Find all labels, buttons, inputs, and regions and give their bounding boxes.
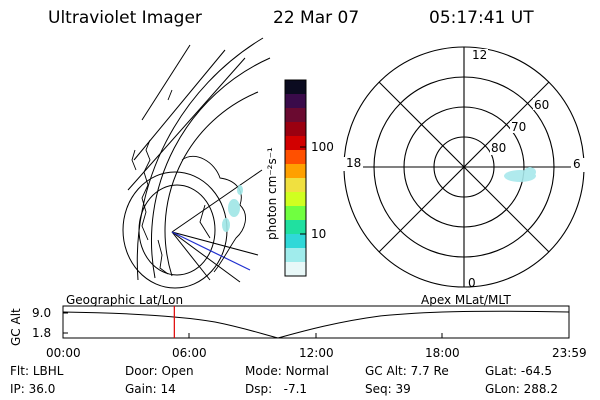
colorbar-segment: [285, 220, 306, 235]
orbit-altitude-curve: [62, 310, 570, 339]
y-tick-9: 9.0: [32, 306, 52, 320]
colorbar-segment: [285, 136, 306, 151]
mode-field: Mode: Normal: [245, 364, 329, 378]
polar-aurora: [504, 170, 536, 182]
map-meridian: [171, 231, 259, 256]
map-coastline: [199, 204, 211, 239]
map-meridian: [141, 44, 191, 121]
colorbar-segment: [285, 234, 306, 249]
map-lat-circle: [136, 37, 264, 281]
apex-caption: Apex MLat/MLT: [421, 293, 511, 307]
time-label: 05:17:41 UT: [429, 8, 534, 28]
colorbar-segment: [285, 248, 306, 263]
colorbar-segment: [285, 80, 306, 95]
app-title: Ultraviolet Imager: [48, 8, 202, 28]
lat-label-60: 60: [534, 98, 549, 112]
glat-field: GLat: -64.5: [485, 364, 552, 378]
map-meridian: [171, 231, 211, 281]
map-satellite-track: [171, 231, 251, 271]
map-lat-circle: [164, 91, 259, 277]
map-inner-ring: [122, 171, 228, 289]
lat-label-80: 80: [491, 141, 506, 155]
x-tick-label: 12:00: [299, 346, 334, 360]
mlt-label-top: 12: [472, 48, 487, 62]
glon-field: GLon: 288.2: [485, 382, 558, 396]
polar-aurora: [524, 167, 536, 177]
x-tick-label: 18:00: [425, 346, 460, 360]
flt-field: Flt: LBHL: [10, 364, 64, 378]
colorbar-segment: [285, 150, 306, 165]
y-tick-1-8: 1.8: [32, 326, 52, 340]
x-tick-label: 00:00: [46, 346, 81, 360]
ip-field: IP: 36.0: [10, 382, 56, 396]
colorbar-tick-label: 10: [311, 227, 326, 241]
timeline-y-title: GC Alt: [9, 308, 23, 346]
map-meridian: [127, 57, 246, 191]
date-label: 22 Mar 07: [273, 8, 360, 28]
colorbar-unit-label: photon cm⁻²s⁻¹: [265, 147, 279, 240]
gc-alt-field: GC Alt: 7.7 Re: [365, 364, 449, 378]
colorbar-segment: [285, 94, 306, 109]
colorbar-segment: [285, 178, 306, 193]
colorbar-segment: [285, 122, 306, 137]
x-tick-label: 06:00: [172, 346, 207, 360]
mlt-label-left: 18: [346, 156, 361, 170]
mlt-label-right: 6: [573, 157, 581, 171]
map-coastline: [157, 239, 169, 275]
map-pole-ring: [138, 184, 216, 276]
colorbar-segment: [285, 262, 306, 277]
map-meridian: [133, 49, 226, 161]
seq-field: Seq: 39: [365, 382, 411, 396]
lat-label-70: 70: [511, 120, 526, 134]
map-meridian: [171, 231, 241, 283]
geographic-caption: Geographic Lat/Lon: [66, 293, 184, 307]
map-aurora: [222, 218, 230, 232]
colorbar-segment: [285, 206, 306, 221]
x-tick-label: 23:59: [552, 346, 587, 360]
door-field: Door: Open: [125, 364, 194, 378]
dsp-field: Dsp: -7.1: [245, 382, 308, 396]
gain-field: Gain: 14: [125, 382, 176, 396]
map-coastline: [181, 155, 246, 273]
map-meridian: [171, 169, 263, 233]
map-coastline: [141, 139, 151, 241]
colorbar-tick-label: 100: [311, 140, 334, 154]
map-aurora: [228, 199, 240, 217]
colorbar-segment: [285, 108, 306, 123]
map-aurora: [237, 185, 243, 195]
colorbar-segment: [285, 192, 306, 207]
map-coastline: [167, 89, 173, 101]
map-coastline: [131, 149, 137, 171]
colorbar-segment: [285, 164, 306, 179]
map-lat-circle: [150, 57, 271, 279]
mlt-label-bottom: 0: [468, 276, 476, 290]
